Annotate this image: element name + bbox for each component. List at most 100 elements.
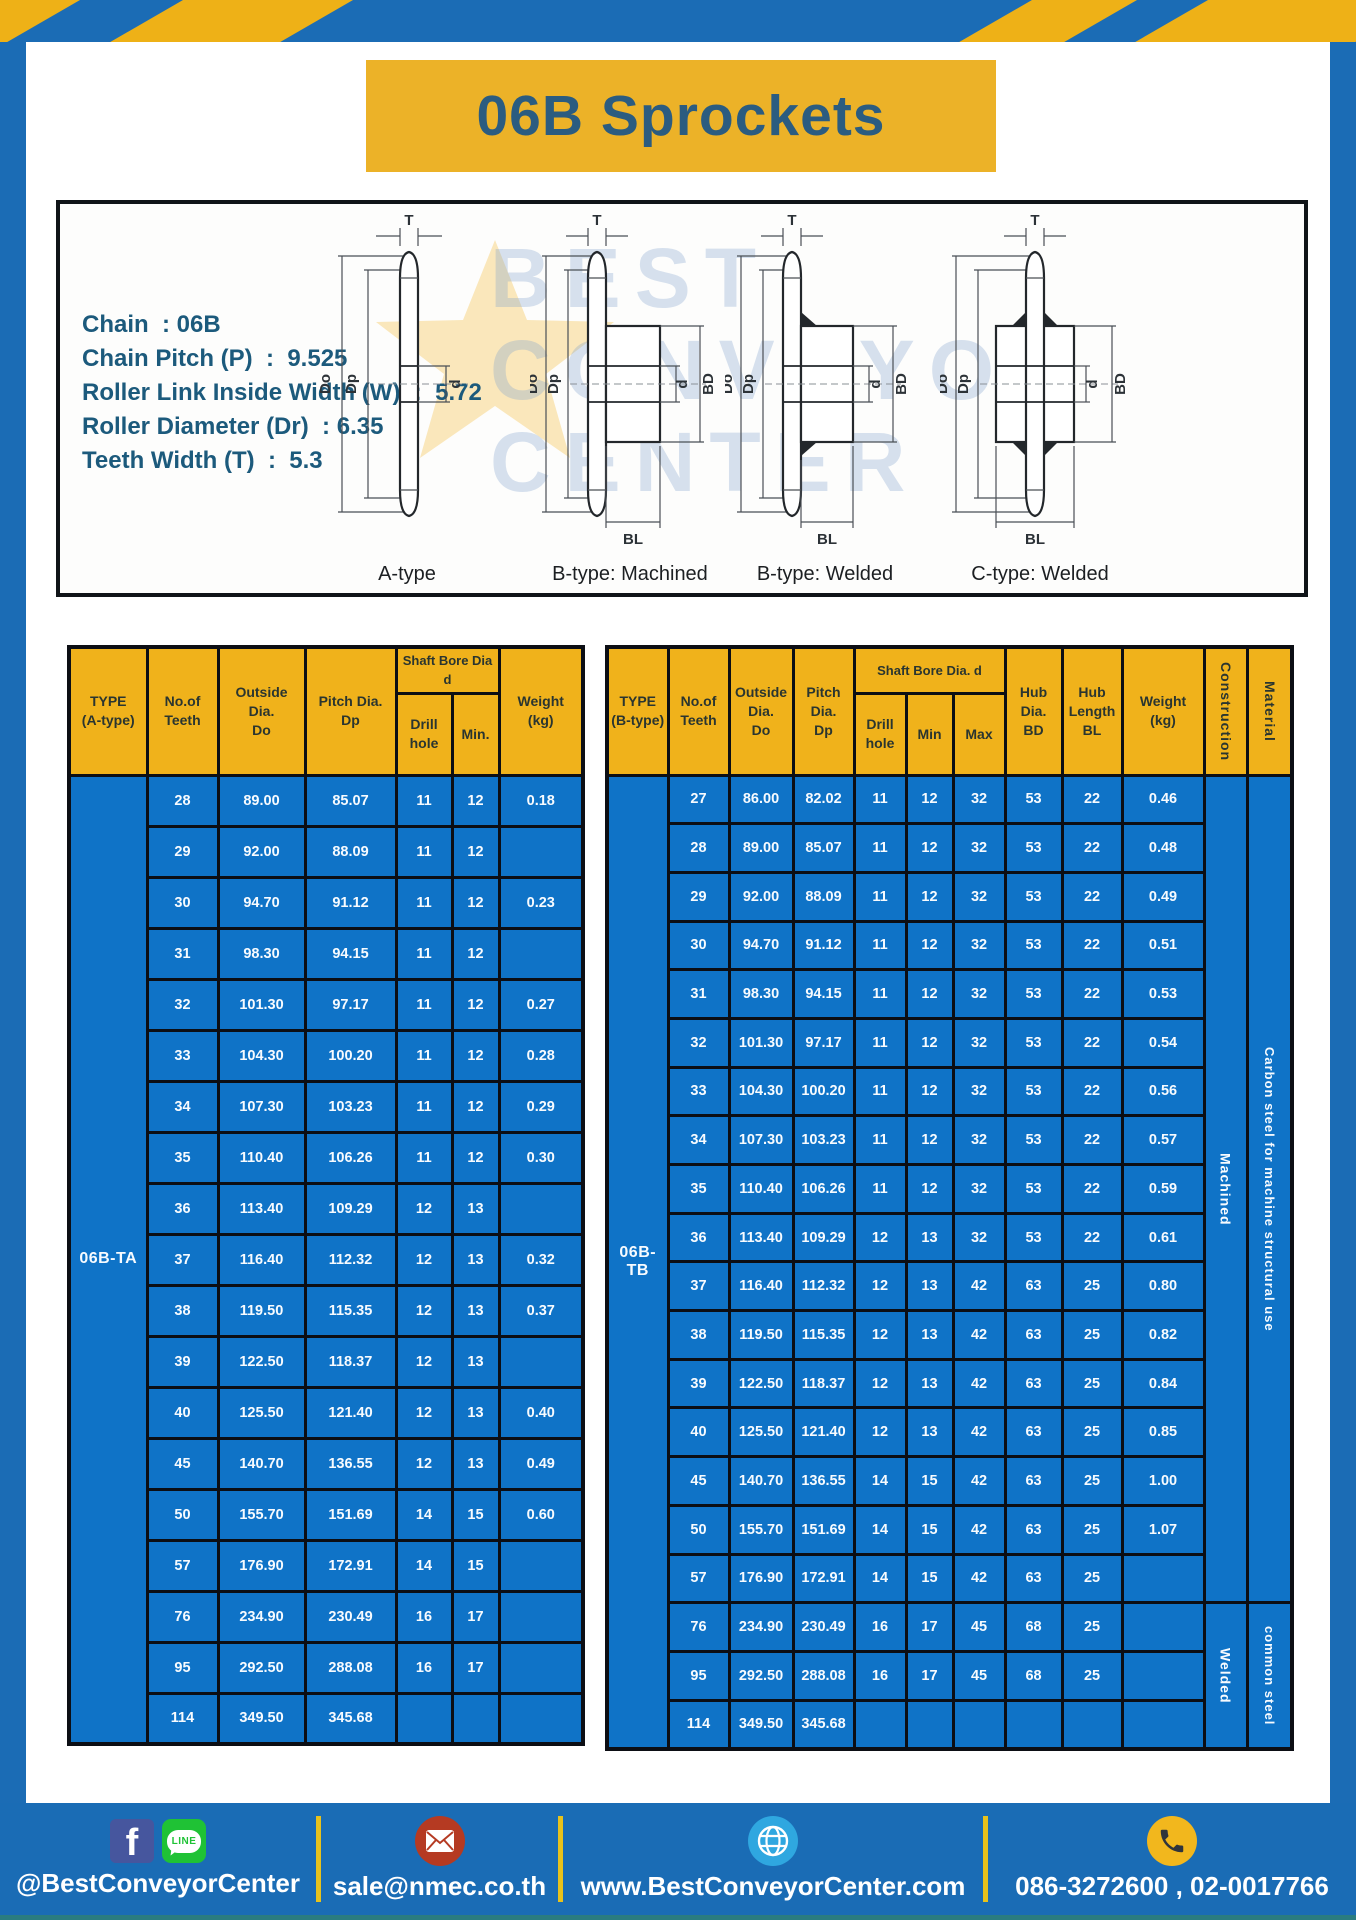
email-address[interactable]: sale@nmec.co.th (332, 1871, 547, 1901)
table-cell: 11 (852, 870, 908, 923)
table-cell: 15 (450, 1487, 501, 1542)
table-cell: 292.50 (727, 1649, 795, 1702)
spec-line: Chain Pitch (P) : 9.525 (82, 345, 348, 372)
table-cell: 114 (666, 1698, 731, 1751)
table-row: 34 107.30 103.23 11 12 32 53 22 0.57 (607, 1114, 1292, 1166)
table-cell: 176.90 (216, 1538, 307, 1593)
stripe (110, 0, 353, 42)
table-cell: 12 (852, 1260, 908, 1313)
table-cell: 25 (1060, 1455, 1124, 1507)
table-row: 38 119.50 115.35 12 13 42 63 25 0.82 (607, 1309, 1292, 1361)
table-cell (497, 824, 585, 879)
table-cell: 32 (951, 1211, 1007, 1264)
mail-icon[interactable] (414, 1816, 465, 1866)
table-cell: 151.69 (791, 1503, 856, 1556)
table-row: 37 116.40 112.32 12 13 42 63 25 0.80 (607, 1260, 1292, 1313)
col-header-hub-dia: Hub Dia. BD (1003, 645, 1064, 777)
table-cell: 94.15 (303, 926, 398, 981)
table-cell: 22 (1060, 1163, 1124, 1215)
table-cell: 12 (394, 1436, 454, 1491)
table-cell: 53 (1003, 1163, 1064, 1215)
svg-text:Dp: Dp (343, 374, 360, 394)
table-header-row: Drill hole Min Max (607, 691, 1292, 777)
table-cell: 12 (904, 870, 955, 923)
table-cell: 234.90 (216, 1589, 307, 1644)
table-cell: 97.17 (791, 1016, 856, 1069)
table-cell: 104.30 (727, 1065, 795, 1118)
table-cell (497, 1691, 585, 1746)
table-cell: 11 (394, 1028, 454, 1083)
table-cell: 12 (904, 822, 955, 874)
table-cell: 12 (450, 977, 501, 1032)
table-row: 37 116.40 112.32 12 13 0.32 (69, 1232, 585, 1287)
diagram-label: A-type (378, 563, 436, 585)
table-cell: 27 (666, 773, 731, 826)
table-cell: 68 (1003, 1649, 1064, 1702)
page-title: 06B Sprockets (476, 84, 886, 148)
phone-icon[interactable] (1147, 1816, 1197, 1866)
table-cell: 104.30 (216, 1028, 307, 1083)
type-label-cell: 06B-TA (67, 773, 149, 1746)
table-cell: 0.51 (1120, 919, 1206, 972)
table-cell: 63 (1003, 1357, 1064, 1410)
social-handle[interactable]: @BestConveyorCenter (16, 1868, 300, 1898)
table-cell: 42 (951, 1503, 1007, 1556)
table-cell (1120, 1649, 1206, 1702)
table-cell: 28 (666, 822, 731, 874)
table-cell: 95 (145, 1640, 220, 1695)
table-cell (497, 1334, 585, 1389)
svg-text:Dp: Dp (955, 374, 972, 394)
table-cell: 12 (904, 1163, 955, 1215)
website-url[interactable]: www.BestConveyorCenter.com (580, 1871, 966, 1901)
table-cell: 11 (852, 1065, 908, 1118)
table-cell: 53 (1003, 822, 1064, 874)
table-cell: 0.61 (1120, 1211, 1206, 1264)
table-cell: 42 (951, 1406, 1007, 1459)
table-cell: 11 (852, 1114, 908, 1166)
line-icon[interactable]: LINE (162, 1819, 206, 1863)
globe-icon[interactable] (748, 1816, 798, 1866)
table-row: 40 125.50 121.40 12 13 0.40 (69, 1385, 585, 1440)
table-cell: 0.29 (497, 1079, 585, 1134)
table-cell: 32 (951, 870, 1007, 923)
table-cell: 53 (1003, 1211, 1064, 1264)
sprocket-diagram-c-welded: Do Dp d BD BL (934, 212, 1140, 586)
table-row: 29 92.00 88.09 11 12 (69, 824, 585, 879)
col-header-drill-hole: Drill hole (394, 691, 454, 777)
svg-text:Do: Do (530, 374, 541, 394)
table-cell: 45 (666, 1455, 731, 1507)
phone-numbers[interactable]: 086-3272600 , 02-0017766 (1015, 1871, 1329, 1901)
page-border-right (1330, 42, 1356, 1803)
table-cell: 12 (450, 875, 501, 930)
facebook-icon[interactable]: f (110, 1819, 154, 1863)
table-cell: 103.23 (791, 1114, 856, 1166)
stripe (0, 0, 80, 42)
table-cell: 91.12 (303, 875, 398, 930)
table-cell: 22 (1060, 919, 1124, 972)
table-cell: 63 (1003, 1552, 1064, 1605)
table-row: 39 122.50 118.37 12 13 (69, 1334, 585, 1389)
svg-text:d: d (674, 379, 691, 388)
table-cell: 32 (951, 1114, 1007, 1166)
table-cell: 17 (904, 1601, 955, 1653)
table-cell: 53 (1003, 1016, 1064, 1069)
table-cell: 13 (450, 1334, 501, 1389)
table-cell: 94.70 (727, 919, 795, 972)
table-cell: 32 (951, 919, 1007, 972)
table-cell: 32 (951, 968, 1007, 1020)
table-cell: 33 (666, 1065, 731, 1118)
table-cell: 12 (450, 1130, 501, 1185)
table-cell: 16 (852, 1649, 908, 1702)
table-cell: 76 (145, 1589, 220, 1644)
table-row: 76 234.90 230.49 16 17 45 68 25 Welded common ste… (607, 1601, 1294, 1751)
table-cell: 63 (1003, 1406, 1064, 1459)
table-cell: 14 (394, 1538, 454, 1593)
table-cell: 25 (1060, 1649, 1124, 1702)
table-cell (1120, 1698, 1206, 1751)
footer-divider (316, 1816, 321, 1902)
svg-text:Dp: Dp (740, 374, 757, 394)
table-cell: 17 (904, 1649, 955, 1702)
table-cell: 345.68 (791, 1698, 856, 1751)
table-row: 38 119.50 115.35 12 13 0.37 (69, 1283, 585, 1338)
